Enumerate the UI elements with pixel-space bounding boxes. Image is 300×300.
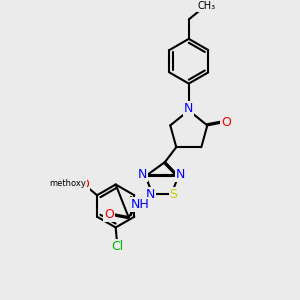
Text: CH₃: CH₃ [198, 1, 216, 11]
Text: O: O [104, 208, 114, 220]
Text: O: O [80, 178, 89, 191]
Text: N: N [146, 188, 155, 200]
Text: NH: NH [131, 198, 150, 211]
Text: N: N [176, 167, 185, 181]
Text: N: N [138, 167, 147, 181]
Text: S: S [169, 188, 178, 200]
Text: O: O [221, 116, 231, 129]
Text: N: N [184, 102, 194, 115]
Text: methoxy: methoxy [50, 179, 87, 188]
Text: Cl: Cl [111, 240, 123, 254]
